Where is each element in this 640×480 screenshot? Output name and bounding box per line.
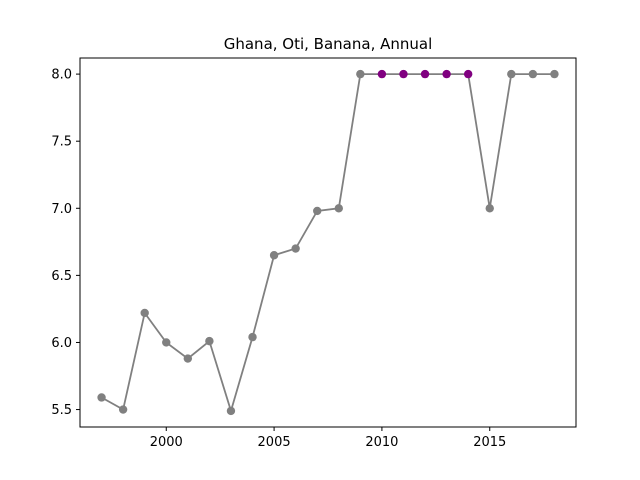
data-point	[183, 354, 193, 363]
series-plot	[97, 69, 559, 416]
data-point	[97, 393, 106, 402]
y-tick-label: 8.0	[51, 68, 72, 83]
x-tick-label: 2005	[258, 435, 291, 450]
data-point	[334, 204, 343, 213]
data-point	[356, 69, 365, 79]
x-tick-label: 2000	[150, 435, 183, 450]
data-point	[140, 308, 149, 318]
data-point	[291, 244, 300, 253]
data-point	[248, 332, 257, 342]
highlighted-point	[442, 69, 451, 79]
data-point	[118, 405, 128, 414]
data-point	[507, 69, 516, 79]
chart-title: Ghana, Oti, Banana, Annual	[224, 35, 433, 53]
y-tick-label: 6.5	[51, 269, 72, 284]
data-point	[162, 338, 171, 347]
y-axis: 5.5 6.0 6.5 7.0 7.5 8.0	[51, 68, 80, 418]
data-point	[313, 206, 322, 216]
highlighted-point	[399, 69, 408, 79]
plot-area	[79, 57, 577, 428]
series-line	[101, 73, 555, 415]
data-point	[528, 69, 538, 79]
highlighted-point	[463, 69, 473, 79]
data-point	[226, 406, 236, 416]
x-axis: 2000 2005 2010 2015	[150, 427, 506, 450]
y-tick-label: 5.5	[51, 403, 72, 418]
y-tick-label: 7.0	[51, 202, 72, 217]
y-tick-label: 6.0	[51, 336, 72, 351]
data-point	[485, 204, 494, 213]
data-point	[205, 336, 214, 346]
data-point	[550, 69, 559, 79]
y-tick-label: 7.5	[51, 135, 72, 150]
data-point	[269, 251, 279, 260]
highlighted-point	[420, 69, 430, 79]
x-tick-label: 2015	[473, 435, 506, 450]
x-tick-label: 2010	[365, 435, 398, 450]
highlighted-point	[377, 69, 387, 79]
